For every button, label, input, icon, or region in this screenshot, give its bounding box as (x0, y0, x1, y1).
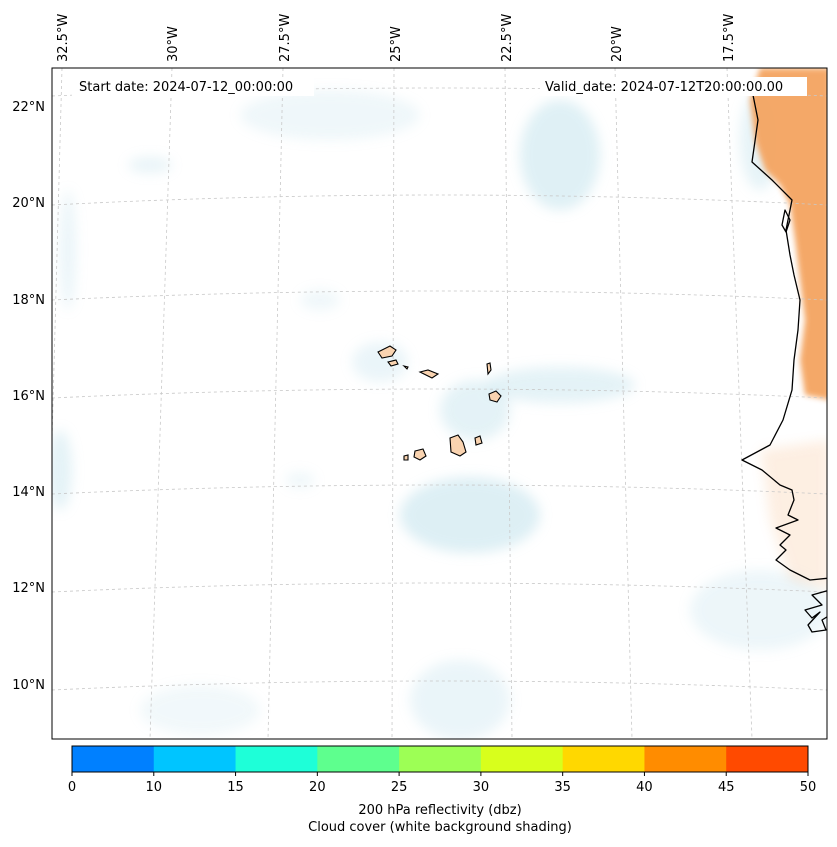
island-santo-antao (377, 345, 397, 359)
colorbar-tick-label: 10 (146, 780, 163, 795)
colorbar-swatch (480, 746, 564, 772)
colorbar-swatch (562, 746, 645, 772)
lon-label: 30°W (166, 26, 181, 62)
island-boa-vista (488, 390, 502, 403)
colorbar-swatches (72, 746, 809, 772)
island-brava (403, 454, 409, 461)
lat-label: 10°N (12, 678, 45, 693)
lon-label: 22.5°W (500, 14, 515, 62)
latitude-labels: 22°N 20°N 18°N 16°N 14°N 12°N 10°N (12, 100, 45, 693)
colorbar-swatch (317, 746, 400, 772)
island-sal (486, 362, 492, 376)
lat-label: 16°N (12, 389, 45, 404)
island-santa-luzia (402, 364, 409, 370)
land-shading (750, 68, 827, 590)
colorbar: 0 10 15 20 25 30 35 40 45 50 200 hPa reflectivity… (68, 745, 816, 835)
lat-label: 18°N (12, 293, 45, 308)
lon-label: 17.5°W (722, 14, 737, 62)
cape-verde-islands (377, 345, 502, 461)
colorbar-tick-label: 35 (554, 780, 571, 795)
colorbar-frame (71, 745, 809, 773)
island-fogo (413, 448, 427, 461)
lat-label: 20°N (12, 196, 45, 211)
colorbar-label-cloud-cover: Cloud cover (white background shading) (308, 820, 572, 835)
valid-date-box (540, 77, 807, 96)
valid-date-label: Valid_date: 2024-07-12T20:00:00.00 (545, 80, 783, 95)
lon-label: 27.5°W (278, 14, 293, 62)
colorbar-swatch (235, 746, 318, 772)
senegal-river-detail (781, 209, 791, 233)
colorbar-swatch (72, 746, 155, 772)
lon-label: 20°W (610, 26, 625, 62)
island-santiago (449, 434, 467, 457)
colorbar-ticks: 0 10 15 20 25 30 35 40 45 50 (68, 772, 816, 795)
lat-label: 22°N (12, 100, 45, 115)
colorbar-label-reflectivity: 200 hPa reflectivity (dbz) (358, 803, 521, 818)
colorbar-tick-label: 0 (68, 780, 76, 795)
lat-label: 14°N (12, 485, 45, 500)
island-sao-vicente (387, 359, 399, 367)
colorbar-tick-label: 40 (636, 780, 653, 795)
colorbar-swatch (644, 746, 727, 772)
colorbar-tick-label: 25 (391, 780, 408, 795)
colorbar-tick-label: 30 (473, 780, 490, 795)
map-frame (51, 67, 828, 740)
colorbar-tick-label: 50 (800, 780, 817, 795)
cloud-cover-shading (52, 90, 827, 739)
start-date-label: Start date: 2024-07-12_00:00:00 (79, 80, 293, 95)
start-date-box (72, 77, 314, 96)
colorbar-swatch (726, 746, 809, 772)
colorbar-tick-label: 15 (227, 780, 244, 795)
island-sao-nicolau (418, 369, 440, 379)
colorbar-tick-label: 20 (309, 780, 326, 795)
colorbar-tick-label: 45 (718, 780, 735, 795)
lat-label: 12°N (12, 581, 45, 596)
africa-coastline-south (804, 590, 827, 633)
island-maio (474, 435, 483, 446)
colorbar-swatch (399, 746, 482, 772)
lon-label: 32.5°W (56, 14, 71, 62)
colorbar-swatch (153, 746, 237, 772)
africa-coastline (741, 89, 827, 581)
longitude-labels: 32.5°W 30°W 27.5°W 25°W 22.5°W 20°W 17.5… (56, 14, 737, 62)
lon-label: 25°W (389, 26, 404, 62)
